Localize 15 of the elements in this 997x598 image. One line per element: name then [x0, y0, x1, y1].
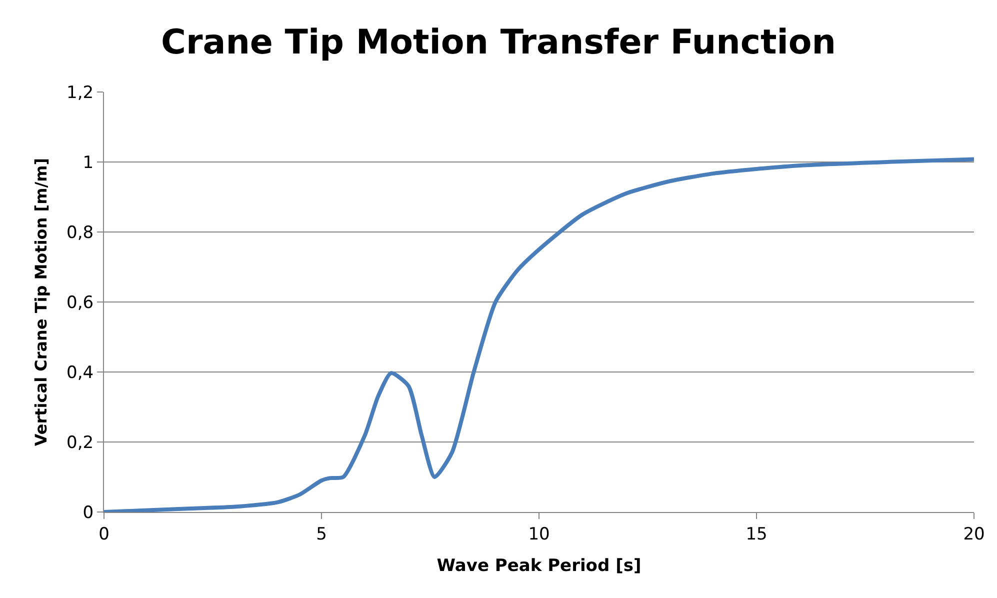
y-tick-label: 1 — [82, 152, 94, 173]
x-tick-label: 20 — [963, 524, 985, 544]
y-tick-label: 0,8 — [66, 222, 94, 243]
y-tick-label: 0 — [82, 502, 94, 523]
y-tick-label: 0,4 — [66, 362, 94, 383]
x-tick-label: 0 — [98, 524, 110, 544]
y-tick-label: 1,2 — [66, 82, 94, 103]
x-axis-title: Wave Peak Period [s] — [436, 556, 642, 576]
y-tick-label: 0,2 — [66, 432, 94, 453]
x-tick-label: 5 — [316, 524, 327, 544]
y-axis-title: Vertical Crane Tip Motion [m/m] — [31, 158, 50, 446]
x-tick-label: 15 — [746, 524, 768, 544]
chart-title: Crane Tip Motion Transfer Function — [161, 22, 836, 63]
y-tick-label: 0,6 — [66, 292, 94, 313]
x-tick-label: 10 — [528, 524, 550, 544]
